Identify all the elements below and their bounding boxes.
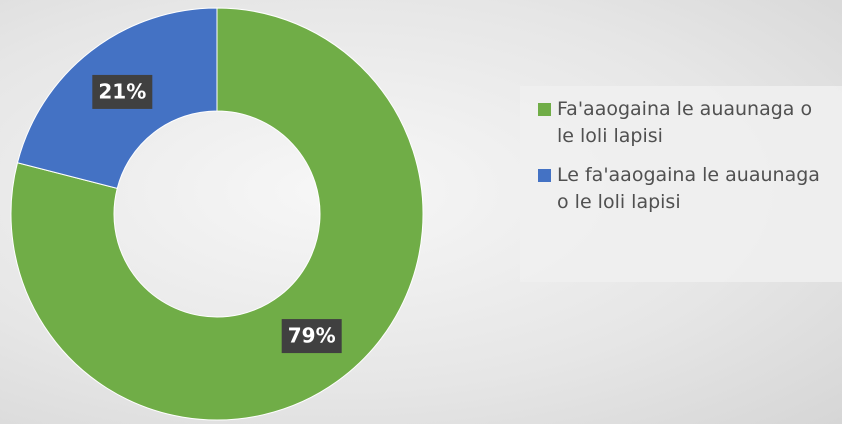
slice	[10, 7, 424, 421]
legend-swatch	[538, 103, 551, 116]
legend-label: Fa'aaogaina le auaunaga o le loli lapisi	[557, 98, 813, 147]
chart: 79% 21%	[10, 7, 424, 421]
legend: Fa'aaogaina le auaunaga o le loli lapisi…	[520, 86, 842, 282]
data-label-box	[92, 74, 153, 109]
legend-entry: Le fa'aaogaina le auaunaga o le loli lap…	[538, 162, 832, 216]
data-label: 79%	[288, 324, 336, 348]
legend-swatch	[538, 169, 551, 182]
legend-label: Le fa'aaogaina le auaunaga o le loli lap…	[557, 164, 820, 213]
legend-entry: Fa'aaogaina le auaunaga o le loli lapisi	[538, 96, 832, 150]
data-label-box	[281, 319, 342, 354]
data-label: 21%	[98, 79, 146, 103]
